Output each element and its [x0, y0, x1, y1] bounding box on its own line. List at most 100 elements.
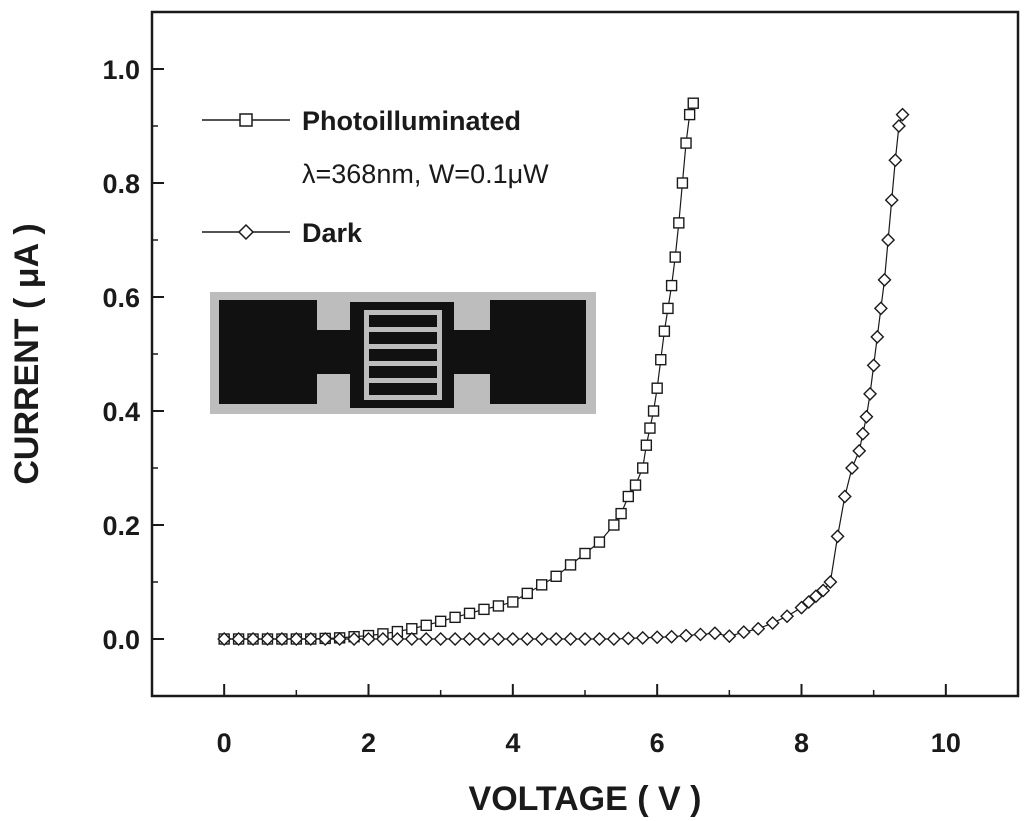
- data-point-photoilluminated: [687, 97, 699, 109]
- data-point-dark: [837, 489, 852, 504]
- data-point-dark: [578, 632, 592, 646]
- data-point-dark: [476, 632, 491, 646]
- inset-pad-left: [219, 300, 317, 404]
- data-point-photoilluminated: [683, 108, 696, 121]
- data-point-dark: [505, 632, 520, 646]
- data-point-dark: [635, 630, 650, 645]
- x-tick-label: 2: [361, 728, 376, 758]
- data-point-dark: [347, 632, 362, 646]
- data-point-photoilluminated: [665, 279, 678, 292]
- data-point-dark: [693, 627, 708, 642]
- y-tick-label: 0.0: [102, 625, 140, 655]
- data-point-dark: [491, 632, 506, 646]
- data-point-photoilluminated: [629, 479, 642, 491]
- legend: Photoilluminated λ=368nm, W=0.1μW Dark: [202, 106, 549, 248]
- data-point-photoilluminated: [420, 619, 432, 632]
- x-axis-label: VOLTAGE ( V ): [469, 780, 702, 818]
- data-point-photoilluminated: [593, 536, 606, 548]
- data-point-dark: [780, 609, 795, 624]
- data-point-dark: [855, 426, 870, 441]
- data-point-dark: [419, 632, 434, 646]
- data-point-dark: [606, 632, 621, 646]
- data-point-dark: [217, 632, 232, 646]
- y-tick-label: 1.0: [102, 55, 140, 85]
- data-point-photoilluminated: [507, 596, 519, 608]
- y-tick-label: 0.8: [102, 169, 140, 199]
- data-point-photoilluminated: [644, 422, 656, 434]
- data-point-photoilluminated: [615, 507, 627, 520]
- data-point-dark: [863, 386, 878, 401]
- data-point-dark: [462, 632, 477, 646]
- data-point-dark: [852, 443, 867, 458]
- data-point-photoilluminated: [676, 177, 689, 189]
- data-point-photoilluminated: [536, 579, 548, 591]
- data-point-photoilluminated: [579, 547, 591, 560]
- inset-fingers: [364, 310, 442, 400]
- x-tick-label: 10: [931, 728, 961, 758]
- data-point-photoilluminated: [637, 462, 649, 474]
- inset-bridge-right: [450, 330, 494, 374]
- inset-bridge-left: [310, 330, 354, 374]
- data-point-dark: [592, 632, 607, 646]
- y-axis-label: CURRENT ( μA ): [8, 223, 46, 484]
- data-point-dark: [534, 632, 549, 646]
- data-point-dark: [563, 632, 578, 646]
- data-point-dark: [433, 632, 448, 646]
- data-point-dark: [246, 632, 261, 646]
- data-point-photoilluminated: [640, 439, 653, 451]
- legend-marker-square: [239, 113, 253, 127]
- data-point-dark: [877, 272, 892, 287]
- data-point-dark: [830, 529, 845, 544]
- data-point-photoilluminated: [608, 519, 620, 531]
- data-point-dark: [884, 193, 899, 208]
- data-point-photoilluminated: [550, 570, 562, 582]
- data-point-dark: [891, 119, 906, 133]
- y-tick-label: 0.2: [102, 511, 140, 541]
- data-point-dark: [881, 233, 896, 247]
- y-tick-label: 0.6: [102, 283, 140, 313]
- data-point-dark: [318, 632, 333, 646]
- data-point-dark: [888, 153, 903, 168]
- x-tick-label: 6: [650, 728, 665, 758]
- data-point-dark: [664, 629, 679, 644]
- series-line-photoilluminated: [224, 103, 694, 640]
- data-point-dark: [375, 632, 390, 646]
- data-point-dark: [549, 632, 564, 646]
- data-point-dark: [448, 632, 463, 646]
- data-point-dark: [707, 626, 722, 641]
- data-point-dark: [736, 625, 751, 640]
- data-point-dark: [621, 631, 636, 646]
- data-point-dark: [231, 632, 246, 646]
- data-point-dark: [679, 628, 694, 643]
- data-point-photoilluminated: [463, 607, 476, 620]
- data-point-photoilluminated: [680, 137, 692, 149]
- data-point-dark: [260, 632, 275, 646]
- data-point-photoilluminated: [655, 354, 667, 366]
- x-tick-label: 8: [794, 728, 809, 758]
- x-tick-label: 0: [217, 728, 232, 758]
- data-point-photoilluminated: [564, 559, 577, 571]
- data-point-dark: [870, 329, 885, 344]
- data-point-dark: [303, 632, 318, 646]
- data-point-dark: [816, 583, 831, 598]
- x-tick-label: 4: [505, 728, 520, 758]
- data-point-dark: [274, 632, 289, 646]
- inset-pad-right: [490, 300, 586, 404]
- device-inset-photo: [210, 292, 596, 414]
- data-point-dark: [866, 358, 881, 373]
- data-point-photoilluminated: [647, 405, 660, 417]
- data-point-photoilluminated: [434, 615, 447, 628]
- data-point-photoilluminated: [662, 302, 674, 315]
- data-point-photoilluminated: [658, 325, 671, 337]
- data-point-dark: [390, 632, 405, 646]
- data-point-dark: [289, 632, 304, 646]
- data-point-dark: [845, 461, 860, 475]
- data-point-photoilluminated: [651, 382, 663, 394]
- data-point-photoilluminated: [449, 611, 461, 624]
- legend-label-dark: Dark: [302, 218, 363, 248]
- data-point-dark: [873, 301, 888, 316]
- data-point-dark: [895, 107, 910, 122]
- data-point-photoilluminated: [673, 217, 685, 229]
- data-point-dark: [404, 632, 419, 646]
